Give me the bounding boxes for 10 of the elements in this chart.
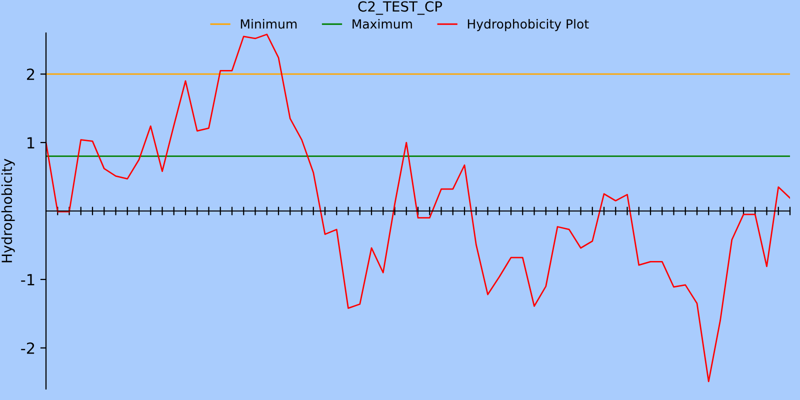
y-tick-label: 2 — [26, 68, 34, 80]
legend-label: Maximum — [352, 19, 412, 29]
y-tick-label: -1 — [21, 274, 34, 286]
y-tick-label: 1 — [28, 137, 34, 148]
legend-label: Minimum — [240, 19, 297, 29]
y-tick-label: -2 — [21, 342, 34, 354]
chart-title: C2_TEST_CP — [358, 1, 442, 15]
y-axis-title: Hydrophobicity — [1, 158, 15, 262]
legend-label: Hydrophobicity Plot — [468, 19, 589, 32]
line-series — [46, 34, 790, 382]
